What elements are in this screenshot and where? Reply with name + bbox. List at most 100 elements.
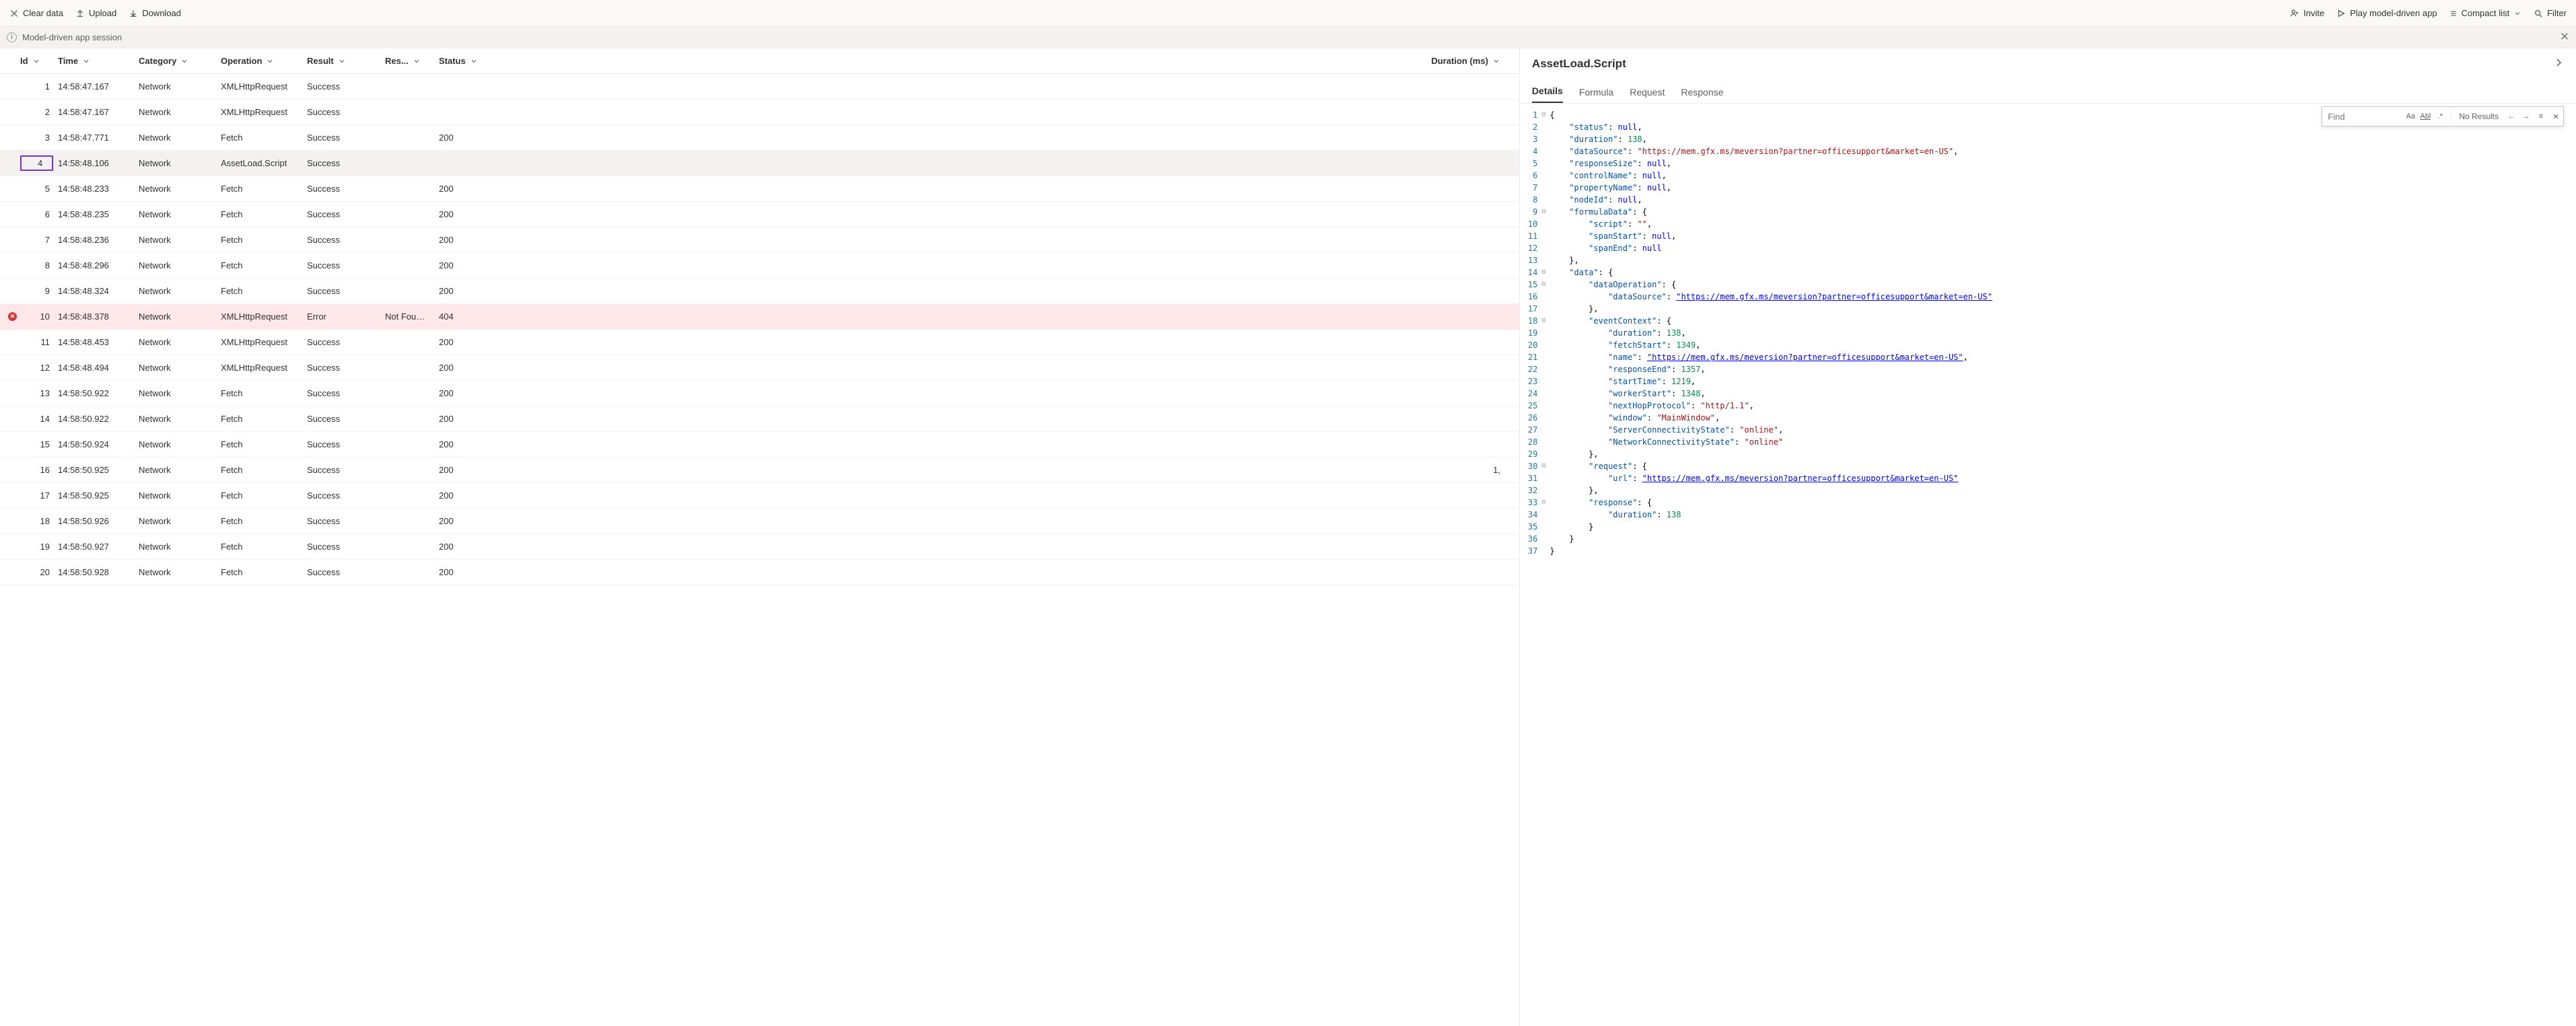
table-row[interactable]: 1914:58:50.927NetworkFetchSuccess200 xyxy=(0,534,1519,560)
cell-category: Network xyxy=(139,388,221,398)
cell-time: 14:58:50.926 xyxy=(58,516,139,526)
table-row[interactable]: 414:58:48.106NetworkAssetLoad.ScriptSucc… xyxy=(0,151,1519,176)
match-word-button[interactable]: Abl xyxy=(2418,109,2433,124)
cell-id: 2 xyxy=(20,107,58,117)
download-label: Download xyxy=(142,8,181,18)
table-row[interactable]: 1514:58:50.924NetworkFetchSuccess200 xyxy=(0,432,1519,457)
cell-time: 14:58:48.494 xyxy=(58,363,139,373)
table-row[interactable]: 1314:58:50.922NetworkFetchSuccess200 xyxy=(0,381,1519,406)
cell-time: 14:58:48.235 xyxy=(58,209,139,219)
cell-time: 14:58:50.928 xyxy=(58,567,139,577)
cell-id: 7 xyxy=(20,235,58,245)
tab-response[interactable]: Response xyxy=(1681,87,1723,103)
col-time[interactable]: Time xyxy=(58,56,139,66)
cell-id: 10 xyxy=(20,312,58,322)
cell-id: 4 xyxy=(20,155,58,171)
table-row[interactable]: 914:58:48.324NetworkFetchSuccess200 xyxy=(0,279,1519,304)
invite-label: Invite xyxy=(2303,8,2324,18)
play-app-button[interactable]: Play model-driven app xyxy=(2336,8,2437,18)
find-next-button[interactable]: → xyxy=(2519,109,2534,124)
cell-operation: Fetch xyxy=(221,133,307,143)
cell-result: Success xyxy=(307,414,385,424)
table-row[interactable]: 814:58:48.296NetworkFetchSuccess200 xyxy=(0,253,1519,279)
cell-status: 200 xyxy=(439,490,493,501)
tab-details[interactable]: Details xyxy=(1532,85,1563,103)
filter-button[interactable]: Filter xyxy=(2534,8,2567,18)
cell-result: Success xyxy=(307,81,385,91)
find-select-button[interactable]: ≡ xyxy=(2534,109,2548,124)
cell-status: 200 xyxy=(439,465,493,475)
download-button[interactable]: Download xyxy=(129,8,181,18)
details-tabs: Details Formula Request Response xyxy=(1520,79,2576,104)
table-row[interactable]: 114:58:47.167NetworkXMLHttpRequestSucces… xyxy=(0,74,1519,100)
cell-result: Success xyxy=(307,490,385,501)
col-id[interactable]: Id xyxy=(20,56,58,66)
upload-button[interactable]: Upload xyxy=(75,8,116,18)
x-icon xyxy=(9,9,19,18)
tab-request[interactable]: Request xyxy=(1630,87,1665,103)
details-pane: AssetLoad.Script Details Formula Request… xyxy=(1520,48,2576,1026)
expand-button[interactable] xyxy=(2553,57,2564,71)
col-res2[interactable]: Res... xyxy=(385,56,439,66)
cell-category: Network xyxy=(139,337,221,347)
col-result[interactable]: Result xyxy=(307,56,385,66)
chevron-down-icon xyxy=(338,57,346,65)
col-duration[interactable]: Duration (ms) xyxy=(493,56,1519,66)
col-category[interactable]: Category xyxy=(139,56,221,66)
regex-button[interactable]: .* xyxy=(2433,109,2447,124)
cell-res2: Not Fou… xyxy=(385,312,439,322)
table-row[interactable]: 314:58:47.771NetworkFetchSuccess200 xyxy=(0,125,1519,151)
table-row[interactable]: 614:58:48.235NetworkFetchSuccess200 xyxy=(0,202,1519,227)
events-table-pane: Id Time Category Operation Result Res...… xyxy=(0,48,1520,1026)
clear-data-button[interactable]: Clear data xyxy=(9,8,63,18)
cell-operation: Fetch xyxy=(221,542,307,552)
cell-time: 14:58:48.453 xyxy=(58,337,139,347)
cell-status: 200 xyxy=(439,286,493,296)
match-case-button[interactable]: Aa xyxy=(2403,109,2418,124)
cell-category: Network xyxy=(139,414,221,424)
cell-result: Success xyxy=(307,542,385,552)
cell-result: Error xyxy=(307,312,385,322)
table-row[interactable]: 714:58:48.236NetworkFetchSuccess200 xyxy=(0,227,1519,253)
col-operation[interactable]: Operation xyxy=(221,56,307,66)
table-row[interactable]: 2014:58:50.928NetworkFetchSuccess200 xyxy=(0,560,1519,585)
cell-result: Success xyxy=(307,133,385,143)
cell-result: Success xyxy=(307,516,385,526)
table-row[interactable]: 1814:58:50.926NetworkFetchSuccess200 xyxy=(0,509,1519,534)
cell-result: Success xyxy=(307,107,385,117)
table-row[interactable]: 1414:58:50.922NetworkFetchSuccess200 xyxy=(0,406,1519,432)
invite-button[interactable]: Invite xyxy=(2290,8,2324,18)
table-row[interactable]: ✕1014:58:48.378NetworkXMLHttpRequestErro… xyxy=(0,304,1519,330)
code-content[interactable]: { "status": null, "duration": 138, "data… xyxy=(1550,104,2576,1026)
cell-result: Success xyxy=(307,439,385,449)
table-row[interactable]: 1614:58:50.925NetworkFetchSuccess2001, xyxy=(0,457,1519,483)
cell-result: Success xyxy=(307,388,385,398)
table-row[interactable]: 514:58:48.233NetworkFetchSuccess200 xyxy=(0,176,1519,202)
table-row[interactable]: 1714:58:50.925NetworkFetchSuccess200 xyxy=(0,483,1519,509)
col-status[interactable]: Status xyxy=(439,56,493,66)
cell-operation: Fetch xyxy=(221,490,307,501)
cell-category: Network xyxy=(139,260,221,270)
person-add-icon xyxy=(2290,9,2299,18)
cell-operation: Fetch xyxy=(221,465,307,475)
code-gutter: 1⊟23456789⊟1011121314⊟15⊟161718⊟19202122… xyxy=(1520,104,1550,1026)
compact-list-dropdown[interactable]: Compact list xyxy=(2449,8,2522,18)
play-icon xyxy=(2336,9,2346,18)
close-session-button[interactable] xyxy=(2560,32,2569,43)
cell-id: 13 xyxy=(20,388,58,398)
table-row[interactable]: 214:58:47.167NetworkXMLHttpRequestSucces… xyxy=(0,100,1519,125)
tab-formula[interactable]: Formula xyxy=(1579,87,1613,103)
find-input[interactable] xyxy=(2322,107,2403,126)
cell-category: Network xyxy=(139,286,221,296)
table-body[interactable]: 114:58:47.167NetworkXMLHttpRequestSucces… xyxy=(0,74,1519,1026)
table-row[interactable]: 1114:58:48.453NetworkXMLHttpRequestSucce… xyxy=(0,330,1519,355)
find-close-button[interactable]: ✕ xyxy=(2548,109,2563,124)
cell-category: Network xyxy=(139,107,221,117)
cell-category: Network xyxy=(139,363,221,373)
cell-id: 12 xyxy=(20,363,58,373)
compact-label: Compact list xyxy=(2462,8,2510,18)
find-prev-button[interactable]: ← xyxy=(2504,109,2519,124)
cell-time: 14:58:47.167 xyxy=(58,81,139,91)
table-row[interactable]: 1214:58:48.494NetworkXMLHttpRequestSucce… xyxy=(0,355,1519,381)
cell-category: Network xyxy=(139,439,221,449)
